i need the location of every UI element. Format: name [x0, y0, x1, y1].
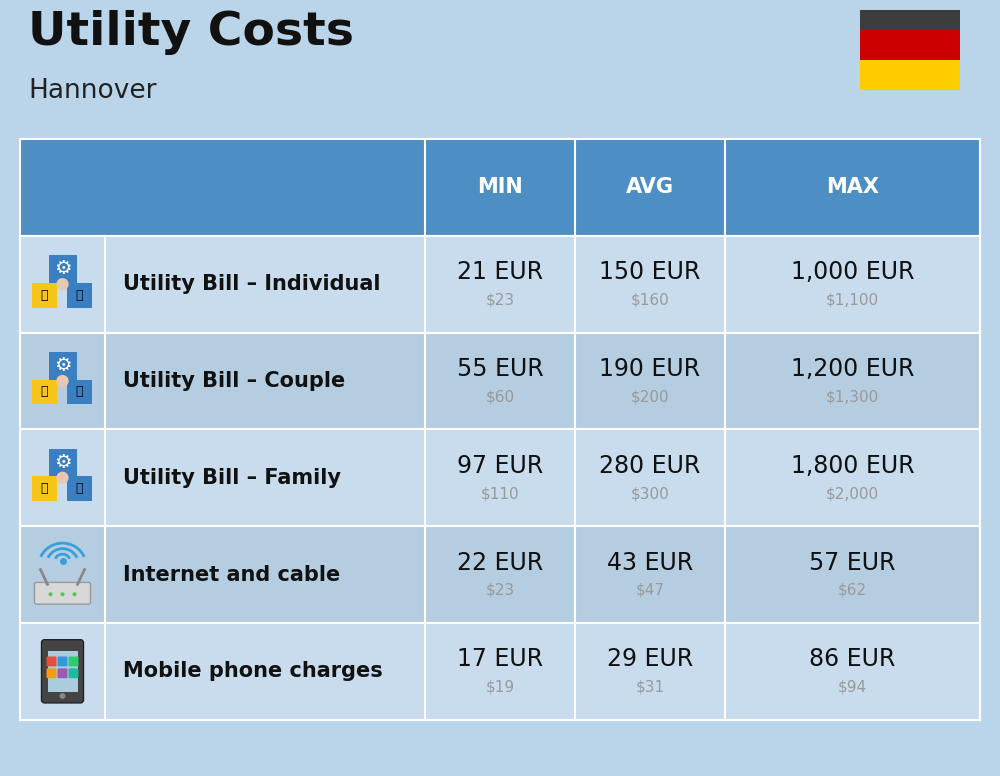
- Circle shape: [56, 472, 69, 483]
- Text: 🔌: 🔌: [41, 289, 48, 302]
- Text: 86 EUR: 86 EUR: [809, 647, 896, 671]
- Text: 1,200 EUR: 1,200 EUR: [791, 357, 914, 381]
- Text: 💧: 💧: [76, 289, 83, 302]
- Text: AVG: AVG: [626, 178, 674, 197]
- Bar: [20, 429, 980, 526]
- Text: $94: $94: [838, 680, 867, 695]
- Text: MIN: MIN: [477, 178, 523, 197]
- Text: $1,300: $1,300: [826, 390, 879, 404]
- Text: 💧: 💧: [76, 386, 83, 399]
- Text: 29 EUR: 29 EUR: [607, 647, 693, 671]
- Text: Utility Bill – Family: Utility Bill – Family: [123, 468, 341, 488]
- FancyBboxPatch shape: [58, 668, 68, 678]
- Text: $1,100: $1,100: [826, 293, 879, 307]
- Text: $2,000: $2,000: [826, 486, 879, 501]
- Text: $19: $19: [485, 680, 515, 695]
- Text: $47: $47: [636, 583, 664, 598]
- Text: 1,800 EUR: 1,800 EUR: [791, 454, 914, 478]
- Text: 190 EUR: 190 EUR: [599, 357, 701, 381]
- Bar: [20, 333, 980, 429]
- Text: Utility Bill – Couple: Utility Bill – Couple: [123, 371, 345, 391]
- Text: $62: $62: [838, 583, 867, 598]
- Text: $23: $23: [485, 293, 515, 307]
- Bar: [860, 30, 960, 60]
- Circle shape: [56, 278, 69, 290]
- Text: Mobile phone charges: Mobile phone charges: [123, 661, 383, 681]
- Text: $160: $160: [631, 293, 669, 307]
- Text: ⚙: ⚙: [54, 453, 71, 472]
- Bar: [860, 60, 960, 89]
- Circle shape: [60, 693, 66, 699]
- Circle shape: [56, 375, 69, 387]
- Bar: [67, 476, 92, 501]
- FancyBboxPatch shape: [42, 639, 84, 703]
- FancyBboxPatch shape: [58, 656, 68, 667]
- Text: ⚙: ⚙: [54, 259, 71, 279]
- Text: 💧: 💧: [76, 483, 83, 495]
- Text: Utility Bill – Individual: Utility Bill – Individual: [123, 274, 380, 294]
- Text: $110: $110: [481, 486, 519, 501]
- Text: 97 EUR: 97 EUR: [457, 454, 543, 478]
- Text: 57 EUR: 57 EUR: [809, 551, 896, 575]
- Text: 21 EUR: 21 EUR: [457, 260, 543, 284]
- Text: 55 EUR: 55 EUR: [457, 357, 543, 381]
- Text: $200: $200: [631, 390, 669, 404]
- Text: MAX: MAX: [826, 178, 879, 197]
- Circle shape: [72, 592, 76, 596]
- Text: 280 EUR: 280 EUR: [599, 454, 701, 478]
- Text: 43 EUR: 43 EUR: [607, 551, 693, 575]
- Text: $60: $60: [485, 390, 515, 404]
- Bar: [48, 352, 76, 379]
- FancyBboxPatch shape: [46, 668, 56, 678]
- Text: Utility Costs: Utility Costs: [28, 10, 354, 55]
- Bar: [67, 282, 92, 307]
- Text: ⚙: ⚙: [54, 356, 71, 376]
- Text: $300: $300: [631, 486, 669, 501]
- Text: Hannover: Hannover: [28, 78, 156, 105]
- Text: 150 EUR: 150 EUR: [599, 260, 701, 284]
- Bar: [67, 379, 92, 404]
- FancyBboxPatch shape: [68, 656, 78, 667]
- Text: 🔌: 🔌: [41, 483, 48, 495]
- Bar: [32, 379, 57, 404]
- Bar: [860, 1, 960, 30]
- Circle shape: [48, 592, 52, 596]
- Text: $31: $31: [635, 680, 665, 695]
- Text: 🔌: 🔌: [41, 386, 48, 399]
- Circle shape: [60, 592, 64, 596]
- Text: Internet and cable: Internet and cable: [123, 564, 340, 584]
- Text: 1,000 EUR: 1,000 EUR: [791, 260, 914, 284]
- Bar: [32, 282, 57, 307]
- FancyBboxPatch shape: [46, 656, 56, 667]
- FancyBboxPatch shape: [68, 668, 78, 678]
- Bar: [48, 255, 76, 282]
- Bar: [32, 476, 57, 501]
- Bar: [20, 236, 980, 333]
- Text: 22 EUR: 22 EUR: [457, 551, 543, 575]
- Bar: [20, 526, 980, 623]
- Bar: [20, 623, 980, 719]
- Text: 17 EUR: 17 EUR: [457, 647, 543, 671]
- Text: $23: $23: [485, 583, 515, 598]
- Bar: [48, 650, 78, 692]
- FancyBboxPatch shape: [34, 583, 90, 605]
- Bar: [20, 139, 980, 236]
- Bar: [48, 449, 76, 476]
